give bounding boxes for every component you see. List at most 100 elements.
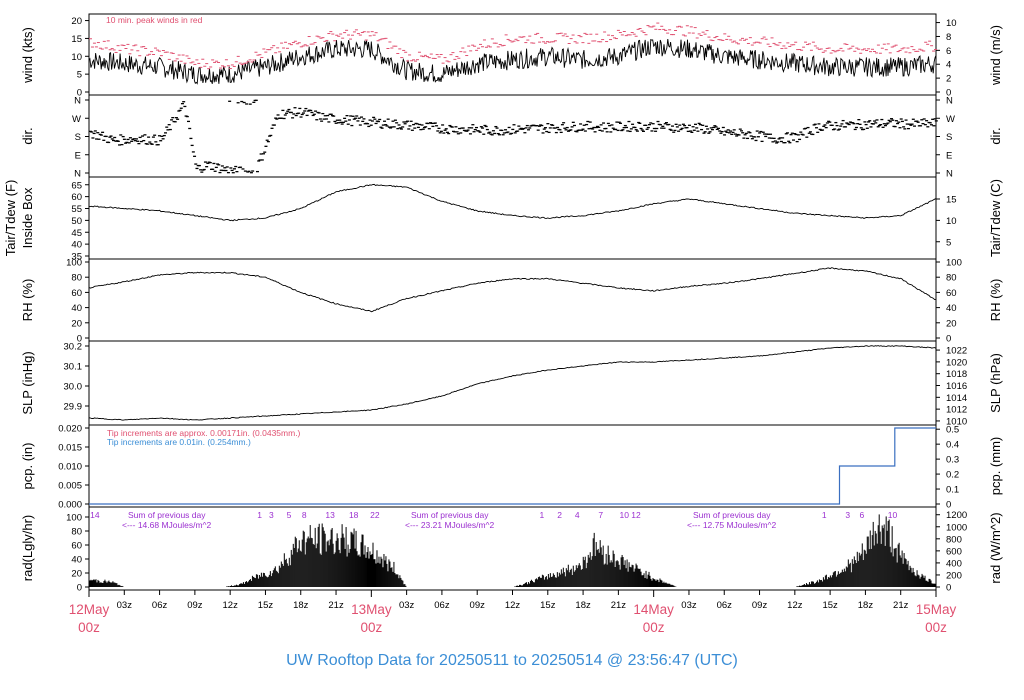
series-direction-points	[89, 99, 938, 174]
tick-label-left-rad: 60	[71, 541, 82, 552]
tick-label-right-slp: 1014	[946, 393, 967, 404]
x-tick-label: 09z	[470, 600, 486, 611]
tick-label-right-rad: 600	[946, 546, 962, 557]
ylabel-right-rh: RH (%)	[988, 279, 1003, 322]
rad-hour-mark: 8	[302, 510, 307, 520]
tick-label-left-temp: 55	[71, 204, 82, 215]
tick-label-left-rh: 100	[66, 258, 82, 269]
series-line-rh	[88, 267, 936, 313]
ylabel-wind: wind (kts)	[20, 27, 35, 84]
panel-frame-wind	[88, 13, 937, 96]
tick-label-right-slp: 1018	[946, 369, 967, 380]
tick-label-right-slp: 1020	[946, 357, 967, 368]
tick-label-left-rad: 0	[77, 583, 82, 594]
tick-label-left-rad: 40	[71, 555, 82, 566]
rad-hour-mark: 2	[557, 510, 562, 520]
ylabel-pcp: pcp. (in)	[20, 443, 35, 490]
tick-label-right-rh: 0	[946, 334, 951, 345]
tick-label-right-rad: 1200	[946, 510, 967, 521]
series-line-slp	[88, 345, 937, 421]
rad-hour-mark: 1	[257, 510, 262, 520]
tick-label-left-rad: 20	[71, 569, 82, 580]
tick-label-left-pcp: 0.010	[58, 462, 82, 473]
ylabel-slp: SLP (inHg)	[20, 351, 35, 414]
x-day-hour-label: 00z	[360, 620, 382, 635]
rad-hour-mark: 7	[598, 510, 603, 520]
x-tick-label: 06z	[152, 600, 168, 611]
tick-label-right-temp: 10	[946, 216, 957, 227]
tick-label-right-dir: E	[946, 150, 952, 161]
rad-hour-mark: 1	[540, 510, 545, 520]
tick-label-left-temp: 45	[71, 228, 82, 239]
ylabel-temp: Tair/Tdew (F)	[3, 180, 18, 257]
tick-label-left-temp: 50	[71, 216, 82, 227]
pcp-note-approx: Tip increments are approx. 0.00171in. (0…	[107, 428, 301, 438]
panel-frame-rad	[88, 506, 937, 591]
ylabel-right-wind: wind (m/s)	[988, 25, 1003, 86]
x-day-label: 14May	[633, 602, 674, 617]
tick-label-left-rh: 40	[71, 303, 82, 314]
tick-label-right-rh: 60	[946, 288, 957, 299]
x-day-hour-label: 00z	[78, 620, 100, 635]
x-tick-label: 12z	[505, 600, 521, 611]
x-tick-label: 06z	[434, 600, 450, 611]
ylabel-rad: rad(Lgly/hr)	[20, 515, 35, 581]
tick-label-right-slp: 1022	[946, 346, 967, 357]
tick-label-right-dir: N	[946, 169, 953, 180]
rad-hour-mark: 1	[822, 510, 827, 520]
x-tick-label: 18z	[293, 600, 309, 611]
tick-label-left-slp: 29.9	[64, 402, 83, 413]
x-tick-label: 12z	[787, 600, 803, 611]
rad-hour-mark: 4	[575, 510, 580, 520]
rad-sum-value: <--- 12.75 MJoules/m^2	[687, 520, 777, 530]
tick-label-left-dir: W	[72, 114, 81, 125]
tick-label-left-temp: 40	[71, 240, 82, 251]
tick-label-left-rh: 20	[71, 318, 82, 329]
tick-label-right-pcp: 0.2	[946, 470, 959, 481]
tick-label-right-pcp: 0.5	[946, 425, 959, 436]
ylabel-temp-inside-box: Inside Box	[20, 187, 35, 248]
x-day-label: 12May	[69, 602, 110, 617]
tick-label-left-pcp: 0.005	[58, 481, 82, 492]
wind-note: 10 min. peak winds in red	[106, 15, 203, 25]
series-line-tair	[89, 183, 937, 222]
ylabel-right-temp: Tair/Tdew (C)	[988, 179, 1003, 257]
panel-frame-dir	[88, 94, 937, 178]
x-tick-label: 12z	[223, 600, 239, 611]
tick-label-left-temp: 60	[71, 192, 82, 203]
tick-label-right-rh: 20	[946, 318, 957, 329]
rad-hour-mark: 5	[287, 510, 292, 520]
tick-label-left-wind: 15	[71, 34, 82, 45]
tick-label-right-dir: N	[946, 96, 953, 107]
tick-label-right-rad: 0	[946, 583, 951, 594]
chart-title: UW Rooftop Data for 20250511 to 20250514…	[286, 652, 738, 669]
x-day-label: 13May	[351, 602, 392, 617]
rad-hour-mark: 18	[349, 510, 359, 520]
tick-label-left-temp: 65	[71, 180, 82, 191]
rad-hour-mark: 14	[90, 510, 100, 520]
tick-label-left-rh: 0	[77, 334, 82, 345]
tick-label-left-temp: 35	[71, 252, 82, 263]
tick-label-left-dir: N	[74, 169, 81, 180]
rad-hour-mark: 6	[860, 510, 865, 520]
tick-label-right-slp: 1016	[946, 381, 967, 392]
ylabel-rh: RH (%)	[20, 279, 35, 322]
tick-label-left-dir: S	[75, 132, 81, 143]
tick-label-right-temp: 5	[946, 237, 951, 248]
x-tick-label: 03z	[117, 600, 133, 611]
rad-sum-heading: Sum of previous day	[693, 510, 771, 520]
x-tick-label: 15z	[822, 600, 838, 611]
ylabel-right-dir: dir.	[988, 127, 1003, 144]
tick-label-right-dir: W	[946, 114, 955, 125]
tick-label-right-rh: 100	[946, 258, 962, 269]
tick-label-right-wind: 8	[946, 32, 951, 43]
tick-label-left-pcp: 0.000	[58, 500, 82, 511]
tick-label-right-rh: 80	[946, 273, 957, 284]
tick-label-right-slp: 1012	[946, 405, 967, 416]
tick-label-left-rad: 80	[71, 527, 82, 538]
ylabel-right-rad: rad (W/m^2)	[988, 512, 1003, 583]
rad-sum-heading: Sum of previous day	[128, 510, 206, 520]
rad-hour-mark: 13	[325, 510, 335, 520]
tick-label-right-slp: 1010	[946, 416, 967, 427]
